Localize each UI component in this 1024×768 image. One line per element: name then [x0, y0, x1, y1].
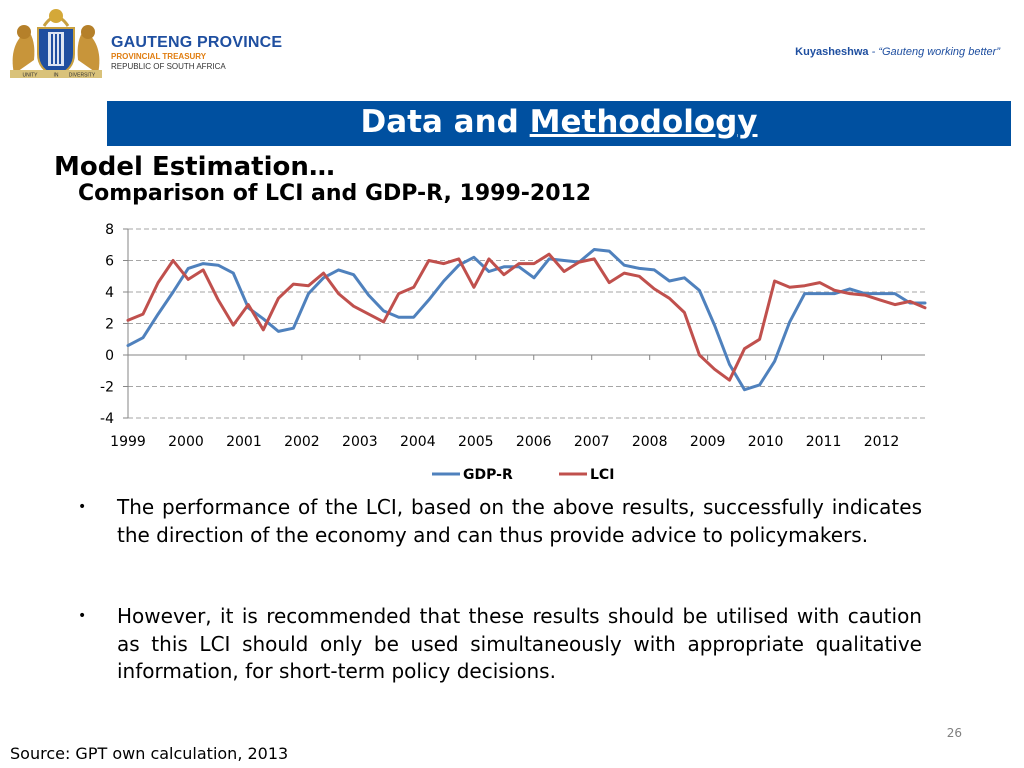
org-country: REPUBLIC OF SOUTH AFRICA	[111, 62, 226, 71]
y-tick-label: 0	[105, 348, 114, 364]
x-tick-label: 2002	[284, 434, 320, 450]
line-chart: 8 6 4 2 0 -2 -4 1999 2000 2001 2002 2003 2004 2005 200…	[100, 222, 927, 483]
x-tick-label: 2005	[458, 434, 494, 450]
bullet-text: The performance of the LCI, based on the…	[117, 495, 922, 547]
series-line-lci	[126, 252, 927, 382]
x-tick-label: 2010	[748, 434, 784, 450]
banner-title: Data and Methodology	[107, 104, 1011, 140]
x-tick-label: 2001	[226, 434, 262, 450]
banner-title-plain: Data and	[360, 104, 530, 140]
y-tick-label: 8	[105, 222, 114, 238]
logo-motto-right: DIVERSITY	[69, 73, 96, 79]
x-tick-label: 2007	[574, 434, 610, 450]
title-banner: Data and Methodology	[107, 101, 1011, 146]
x-tick-label: 2004	[400, 434, 436, 450]
page-number: 26	[946, 726, 962, 740]
slogan: Kuyasheshwa - “Gauteng working better”	[795, 46, 1000, 58]
section-heading: Model Estimation…	[54, 152, 335, 182]
x-tick-label: 1999	[110, 434, 146, 450]
bullet-list: • The performance of the LCI, based on t…	[72, 494, 922, 549]
coat-of-arms-logo: UNITY IN DIVERSITY	[4, 4, 108, 82]
org-block: GAUTENG PROVINCE PROVINCIAL TREASURY REP…	[111, 34, 282, 72]
slogan-quote: - “Gauteng working better”	[868, 46, 1000, 58]
legend-label-gdp-r: GDP-R	[463, 467, 513, 483]
y-tick-label: 6	[105, 254, 114, 270]
bullet-marker: •	[78, 499, 87, 515]
x-tick-label: 2011	[806, 434, 842, 450]
bullet-item: • The performance of the LCI, based on t…	[72, 494, 922, 549]
x-tick-label: 2012	[864, 434, 900, 450]
y-tick-label: 2	[105, 317, 114, 333]
bullet-text: However, it is recommended that these re…	[117, 604, 922, 683]
x-tick-label: 2000	[168, 434, 204, 450]
y-tick-label: -2	[100, 380, 114, 396]
x-tick-label: 2006	[516, 434, 552, 450]
bullet-marker: •	[78, 608, 87, 624]
banner-title-underlined: Methodology	[529, 104, 758, 140]
logo-motto-left: UNITY	[23, 73, 39, 79]
logo-motto-middle: IN	[54, 73, 59, 79]
org-department: PROVINCIAL TREASURY	[111, 52, 207, 61]
chart-title: Comparison of LCI and GDP-R, 1999-2012	[78, 181, 592, 206]
slogan-bold: Kuyasheshwa	[795, 46, 869, 58]
series-line-gdp-r	[126, 248, 927, 392]
source-note: Source: GPT own calculation, 2013	[10, 744, 289, 763]
y-tick-label: -4	[100, 411, 114, 427]
bullet-item: • However, it is recommended that these …	[72, 603, 922, 686]
x-tick-label: 2009	[690, 434, 726, 450]
x-tick-label: 2003	[342, 434, 378, 450]
y-tick-label: 4	[105, 285, 114, 301]
org-name: GAUTENG PROVINCE	[111, 34, 283, 51]
bullet-list-2: • However, it is recommended that these …	[72, 603, 922, 686]
legend-label-lci: LCI	[590, 467, 614, 483]
x-tick-label: 2008	[632, 434, 668, 450]
